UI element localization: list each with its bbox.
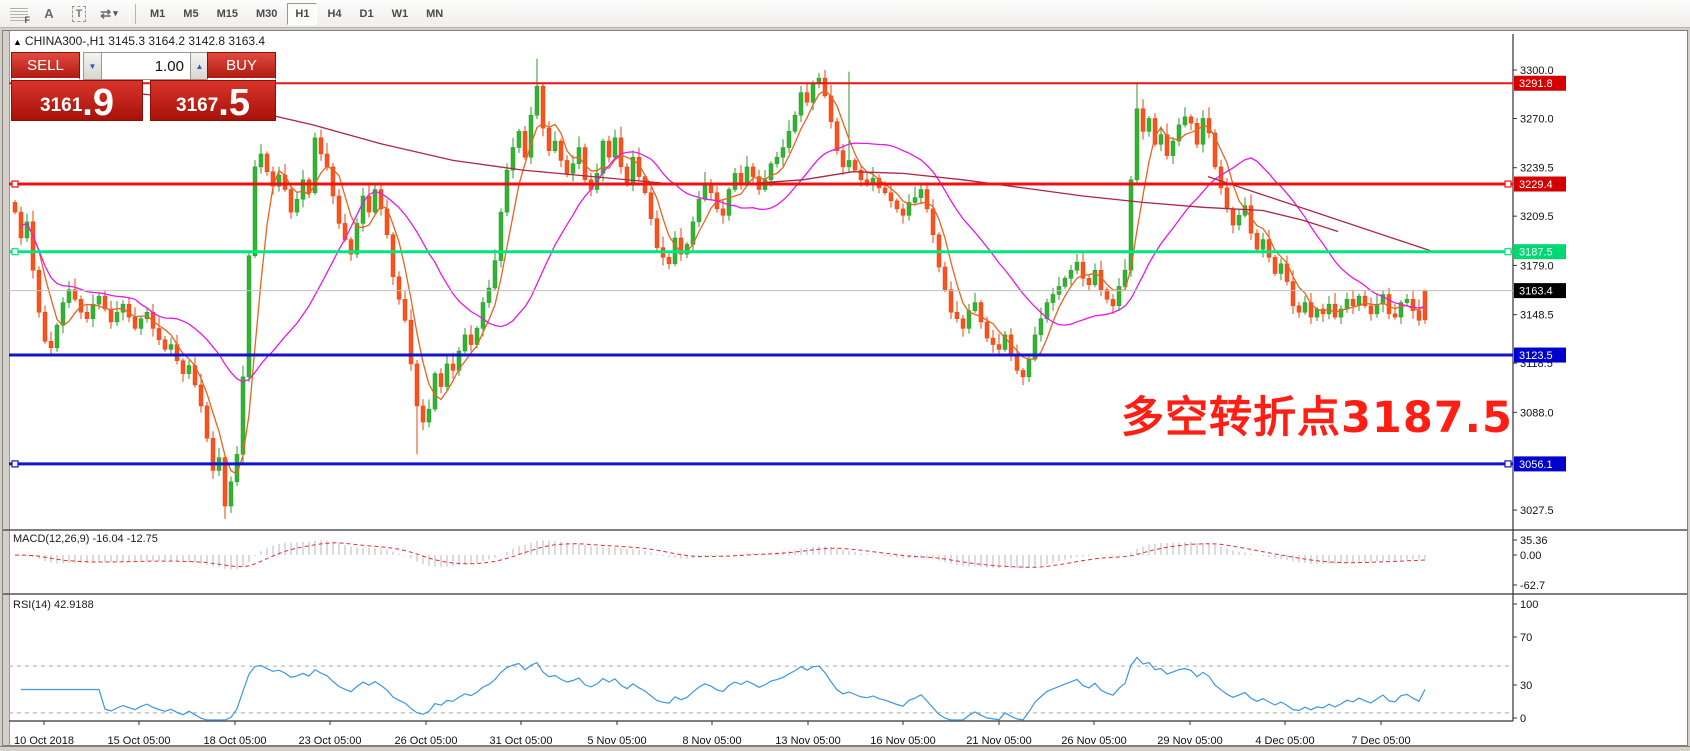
svg-text:26 Oct 05:00: 26 Oct 05:00	[395, 735, 458, 745]
sell-button[interactable]: SELL	[11, 52, 80, 80]
svg-text:3123.5: 3123.5	[1519, 350, 1553, 362]
svg-text:21 Nov 05:00: 21 Nov 05:00	[966, 735, 1031, 745]
rsi-header: RSI(14) 42.9188	[13, 599, 94, 611]
macd-values: -16.04 -12.75	[92, 533, 158, 545]
objects-arrows-icon[interactable]: ⇄ ▾	[100, 5, 118, 21]
svg-text:3027.5: 3027.5	[1520, 505, 1554, 517]
timeframe-m15[interactable]: M15	[216, 7, 238, 20]
svg-text:3056.1: 3056.1	[1519, 459, 1553, 471]
svg-text:-62.7: -62.7	[1520, 580, 1545, 592]
timeframe-buttons: M1 M5 M15 M30 H1 H4 D1 W1 MN	[141, 2, 452, 25]
svg-text:3291.8: 3291.8	[1519, 78, 1553, 90]
volume-field[interactable]: 1.00	[102, 52, 190, 80]
svg-text:30: 30	[1520, 680, 1532, 692]
timeframe-h1[interactable]: H1	[287, 2, 318, 25]
svg-text:3239.5: 3239.5	[1520, 163, 1554, 175]
svg-text:3229.4: 3229.4	[1519, 179, 1553, 191]
svg-text:13 Nov 05:00: 13 Nov 05:00	[775, 735, 840, 745]
svg-text:3179.0: 3179.0	[1520, 260, 1554, 272]
toolbar: F A T ⇄ ▾ M1 M5 M15 M30 H1 H4 D1 W1 MN	[0, 0, 1690, 28]
svg-text:26 Nov 05:00: 26 Nov 05:00	[1061, 735, 1126, 745]
toolbar-separator	[129, 3, 136, 24]
svg-text:10 Oct 2018: 10 Oct 2018	[14, 735, 74, 745]
svg-text:5 Nov 05:00: 5 Nov 05:00	[587, 735, 646, 745]
svg-text:16 Nov 05:00: 16 Nov 05:00	[870, 735, 935, 745]
svg-text:0.00: 0.00	[1520, 550, 1541, 562]
sell-price[interactable]: 3161.9	[11, 80, 143, 122]
window-left-gutter	[3, 31, 10, 745]
timeframe-h4[interactable]: H4	[327, 7, 342, 20]
timeframe-d1[interactable]: D1	[359, 7, 374, 20]
volume-down-button[interactable]: ▼	[83, 52, 102, 80]
svg-text:3209.5: 3209.5	[1520, 211, 1554, 223]
chart-grid-icon[interactable]: F	[6, 2, 32, 26]
buy-price[interactable]: 3167.5	[150, 80, 276, 122]
svg-text:18 Oct 05:00: 18 Oct 05:00	[204, 735, 267, 745]
window-bottom-edge	[0, 746, 1690, 751]
quote-header: ▲ CHINA300-,H1 3145.3 3164.2 3142.8 3163.…	[13, 34, 266, 48]
one-click-trade-panel: SELL ▼ 1.00 ▲ BUY 3161.9 3167.5	[11, 52, 276, 122]
chart-annotation-text[interactable]: 多空转折点3187.5	[1121, 393, 1513, 443]
collapse-triangle-icon[interactable]: ▲	[13, 37, 22, 47]
svg-text:8 Nov 05:00: 8 Nov 05:00	[682, 735, 741, 745]
svg-text:29 Nov 05:00: 29 Nov 05:00	[1157, 735, 1222, 745]
svg-text:3148.5: 3148.5	[1520, 310, 1554, 322]
svg-text:23 Oct 05:00: 23 Oct 05:00	[299, 735, 362, 745]
text-label-icon[interactable]: T	[66, 2, 92, 26]
svg-text:3270.0: 3270.0	[1520, 113, 1554, 125]
timeframe-mn[interactable]: MN	[426, 7, 444, 20]
timeframe-m1[interactable]: M1	[150, 7, 166, 20]
timeframe-m5[interactable]: M5	[183, 7, 199, 20]
svg-text:100: 100	[1520, 599, 1538, 611]
volume-stepper: ▼ 1.00 ▲	[83, 52, 209, 80]
buy-button[interactable]: BUY	[207, 52, 276, 80]
svg-text:0: 0	[1520, 713, 1526, 725]
arrow-a-icon[interactable]: A	[44, 6, 54, 21]
svg-text:3300.0: 3300.0	[1520, 65, 1554, 77]
chart-window: 3300.0 3270.0 3239.5 3209.5 3179.0 3148.5 3118…	[2, 30, 1688, 746]
chevron-down-icon: ▾	[113, 8, 118, 18]
svg-text:3163.4: 3163.4	[1519, 286, 1553, 298]
svg-text:4 Dec 05:00: 4 Dec 05:00	[1255, 735, 1314, 745]
svg-text:15 Oct 05:00: 15 Oct 05:00	[108, 735, 171, 745]
svg-text:31 Oct 05:00: 31 Oct 05:00	[490, 735, 553, 745]
svg-text:3187.5: 3187.5	[1519, 247, 1553, 259]
rsi-value: 42.9188	[53, 599, 94, 611]
svg-text:35.36: 35.36	[1520, 535, 1548, 547]
svg-text:3088.0: 3088.0	[1520, 407, 1554, 419]
svg-text:70: 70	[1520, 632, 1532, 644]
svg-text:7 Dec 05:00: 7 Dec 05:00	[1351, 735, 1410, 745]
macd-header: MACD(12,26,9) -16.04 -12.75	[13, 533, 158, 545]
timeframe-m30[interactable]: M30	[255, 7, 278, 20]
timeframe-w1[interactable]: W1	[391, 7, 409, 20]
